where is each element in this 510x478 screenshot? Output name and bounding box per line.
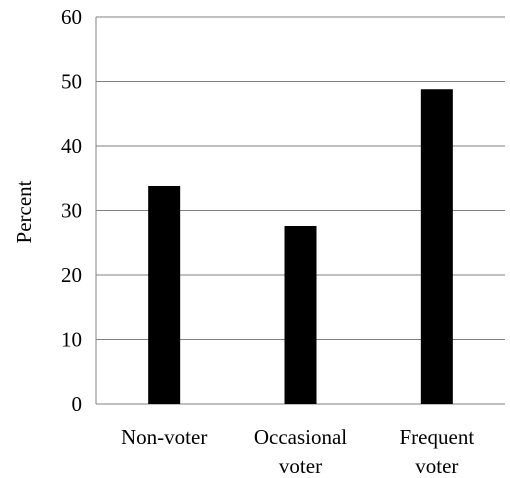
y-tick-labels: 0 10 20 30 40 50 60 [61,5,82,416]
x-category-label: Non-voter [121,425,207,449]
x-category-label: voter [415,454,458,478]
x-category-labels: Non-voter Occasional voter Frequent voter [121,425,474,478]
bars [148,89,453,405]
bar [284,225,317,404]
bar [420,89,453,405]
x-category-label: voter [279,454,322,478]
y-axis-label: Percent [12,180,36,243]
y-tick-label: 30 [61,199,82,223]
x-category-label: Occasional [254,425,347,449]
y-tick-label: 50 [61,70,82,94]
y-tick-label: 10 [61,328,82,352]
y-tick-label: 0 [72,392,83,416]
y-tick-label: 20 [61,263,82,287]
x-category-label: Frequent [400,425,475,449]
y-tick-label: 40 [61,134,82,158]
bar [148,185,181,404]
y-tick-label: 60 [61,5,82,29]
